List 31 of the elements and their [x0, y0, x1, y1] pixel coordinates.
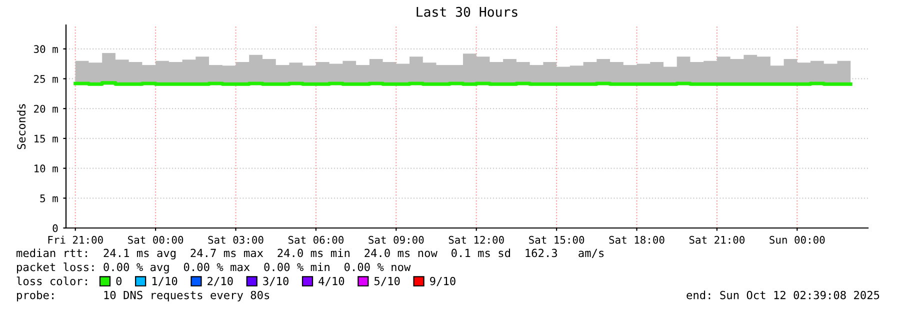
x-tick-label: Sat 18:00: [609, 236, 664, 244]
y-tick-label: 25 m: [34, 74, 58, 83]
x-tick-label: Sat 06:00: [288, 236, 344, 244]
y-tick-label: 15 m: [34, 134, 58, 143]
legend-label: 3/10: [263, 276, 288, 286]
text: median rtt: 24.1 ms avg 24.7 ms max 24.0 ms min 24.0 ms now 0.1 ms sd 162.3 am/s: [16, 248, 604, 260]
x-tick-label: Sun 00:00: [770, 236, 825, 244]
x-tick-label: Sat 12:00: [448, 236, 504, 244]
legend-title: loss color:: [16, 276, 87, 286]
legend-label: 2/10: [208, 276, 233, 286]
x-tick-label: Sat 21:00: [689, 236, 745, 244]
legend-label: 4/10: [318, 276, 344, 286]
y-axis-title: Seconds: [16, 104, 26, 150]
y-tick-label: 20 m: [34, 104, 58, 113]
x-tick-label: Sat 03:00: [208, 236, 264, 244]
text: packet loss: 0.00 % avg 0.00 % max 0.00 % min 0.00 % now: [17, 262, 411, 274]
x-tick-label: Sat 09:00: [368, 236, 424, 244]
legend-label: 1/10: [152, 276, 178, 286]
y-tick-label: 10 m: [34, 164, 58, 172]
text: probe: 10 DNS requests every 80s: [17, 290, 270, 302]
x-tick-label: Fri 21:00: [48, 236, 103, 244]
text: end: Sun Oct 12 02:39:08 2025: [686, 290, 880, 300]
legend-label: 5/10: [374, 276, 400, 286]
y-tick-label: 5 m: [40, 194, 58, 202]
x-tick-label: Sat 15:00: [529, 236, 584, 244]
y-tick-label: 0: [52, 224, 58, 232]
legend-label: 0: [116, 276, 122, 286]
x-tick-label: Sat 00:00: [128, 236, 184, 244]
legend-label: 9/10: [430, 276, 456, 286]
y-tick-label: 30 m: [34, 45, 58, 54]
chart-title: Last 30 Hours: [416, 6, 518, 17]
